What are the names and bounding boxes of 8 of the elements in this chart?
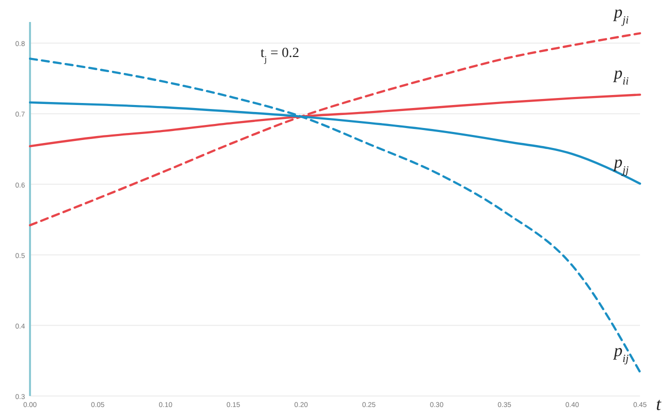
series-label: p$_{ji}$ — [613, 2, 629, 26]
line-series — [28, 58, 642, 374]
series-label: p$_{ij}$ — [613, 341, 629, 366]
line-series — [28, 32, 642, 226]
annotation: t$_{j}$ = 0.2 — [260, 46, 300, 64]
x-axis-title: t — [656, 394, 662, 414]
series-label: p$_{ii}$ — [613, 64, 629, 88]
series-label: p$_{jj}$ — [613, 152, 629, 177]
